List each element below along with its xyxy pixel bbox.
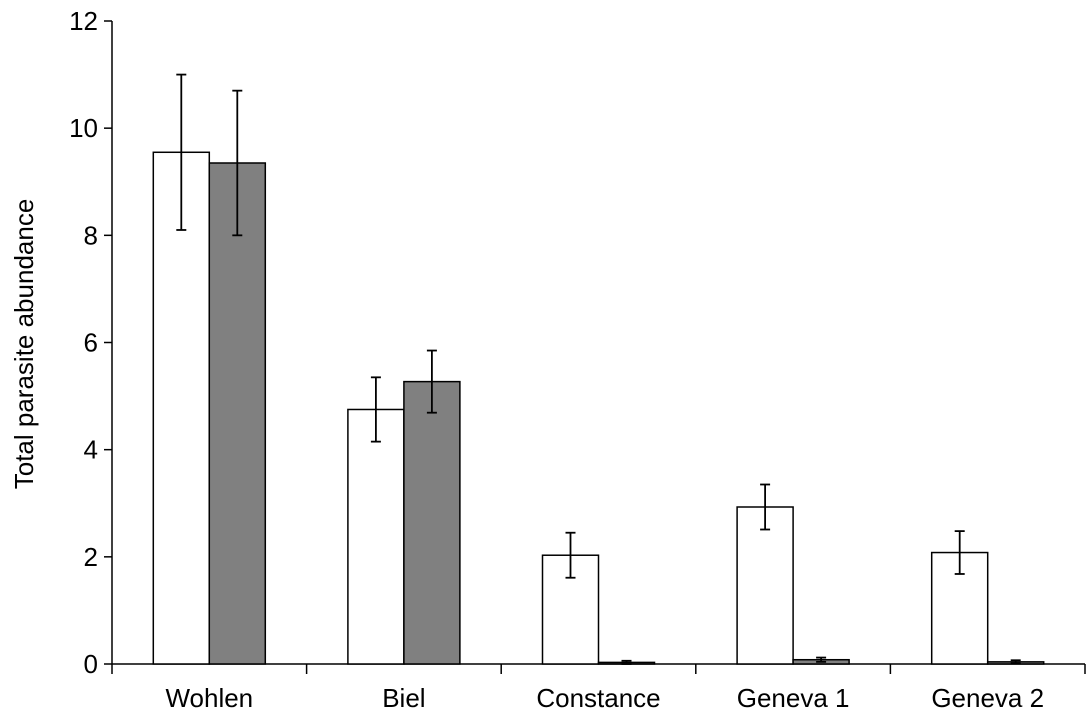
y-tick-label: 0 [84, 649, 98, 679]
y-tick-label: 12 [69, 6, 98, 36]
x-tick-label: Geneva 1 [737, 683, 850, 713]
axes [104, 20, 1086, 674]
y-tick-label: 10 [69, 113, 98, 143]
bars [152, 151, 1045, 665]
y-tick-label: 2 [84, 542, 98, 572]
bar [208, 162, 267, 665]
x-tick-label: Biel [382, 683, 425, 713]
error-bars [176, 73, 1021, 665]
y-tick-label: 6 [84, 328, 98, 358]
x-tick-label: Wohlen [165, 683, 253, 713]
x-tick-label: Constance [536, 683, 660, 713]
y-tick-label: 4 [84, 435, 98, 465]
bar [736, 506, 794, 665]
bar [347, 408, 405, 665]
labels: 0 2 4 6 8 10 12 Wohlen Biel Constance Geneva 1 Gene… [69, 6, 1044, 713]
y-axis-title: Total parasite abundance [9, 199, 39, 490]
bar [403, 380, 461, 665]
bar [152, 151, 211, 665]
y-tick-label: 8 [84, 220, 98, 250]
x-tick-label: Geneva 2 [931, 683, 1044, 713]
